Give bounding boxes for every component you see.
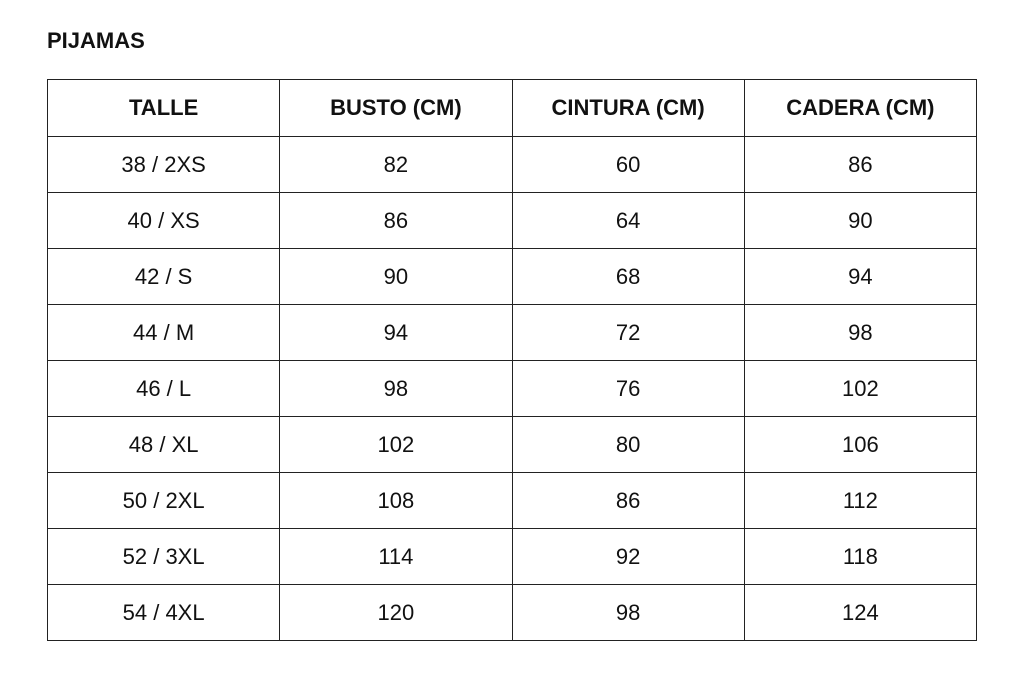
header-row: TALLE BUSTO (CM) CINTURA (CM) CADERA (CM… (46, 79, 978, 137)
cell-cintura: 92 (511, 528, 745, 585)
cell-busto: 108 (279, 472, 513, 529)
cell-talle: 50 / 2XL (46, 472, 281, 529)
header-talle: TALLE (46, 79, 281, 137)
cell-cadera: 112 (743, 472, 978, 529)
cell-cadera: 86 (743, 136, 978, 193)
cell-cadera: 94 (743, 248, 978, 305)
cell-talle: 52 / 3XL (46, 528, 281, 585)
page-title: PIJAMAS (47, 28, 145, 53)
table-row: 50 / 2XL 108 86 112 (46, 472, 978, 529)
cell-talle: 46 / L (46, 360, 281, 417)
cell-busto: 86 (279, 192, 513, 249)
cell-talle: 44 / M (46, 304, 281, 361)
cell-cadera: 102 (743, 360, 978, 417)
cell-cintura: 76 (511, 360, 745, 417)
table-row: 38 / 2XS 82 60 86 (46, 136, 978, 193)
cell-cintura: 60 (511, 136, 745, 193)
header-busto: BUSTO (CM) (279, 79, 513, 137)
table-row: 42 / S 90 68 94 (46, 248, 978, 305)
cell-cadera: 98 (743, 304, 978, 361)
size-chart-table: TALLE BUSTO (CM) CINTURA (CM) CADERA (CM… (46, 79, 978, 641)
cell-cadera: 118 (743, 528, 978, 585)
cell-talle: 38 / 2XS (46, 136, 281, 193)
cell-busto: 98 (279, 360, 513, 417)
header-cadera: CADERA (CM) (743, 79, 978, 137)
cell-busto: 120 (279, 584, 513, 641)
cell-cintura: 80 (511, 416, 745, 473)
table-row: 44 / M 94 72 98 (46, 304, 978, 361)
table-row: 40 / XS 86 64 90 (46, 192, 978, 249)
table-row: 54 / 4XL 120 98 124 (46, 584, 978, 641)
cell-cintura: 72 (511, 304, 745, 361)
cell-talle: 42 / S (46, 248, 281, 305)
cell-cintura: 64 (511, 192, 745, 249)
cell-talle: 54 / 4XL (46, 584, 281, 641)
table-row: 52 / 3XL 114 92 118 (46, 528, 978, 585)
cell-talle: 48 / XL (46, 416, 281, 473)
cell-cintura: 98 (511, 584, 745, 641)
cell-cadera: 124 (743, 584, 978, 641)
table-row: 48 / XL 102 80 106 (46, 416, 978, 473)
cell-cintura: 68 (511, 248, 745, 305)
cell-cintura: 86 (511, 472, 745, 529)
cell-busto: 102 (279, 416, 513, 473)
cell-busto: 90 (279, 248, 513, 305)
cell-busto: 94 (279, 304, 513, 361)
cell-busto: 82 (279, 136, 513, 193)
cell-talle: 40 / XS (46, 192, 281, 249)
cell-cadera: 106 (743, 416, 978, 473)
cell-busto: 114 (279, 528, 513, 585)
cell-cadera: 90 (743, 192, 978, 249)
table-row: 46 / L 98 76 102 (46, 360, 978, 417)
header-cintura: CINTURA (CM) (511, 79, 745, 137)
